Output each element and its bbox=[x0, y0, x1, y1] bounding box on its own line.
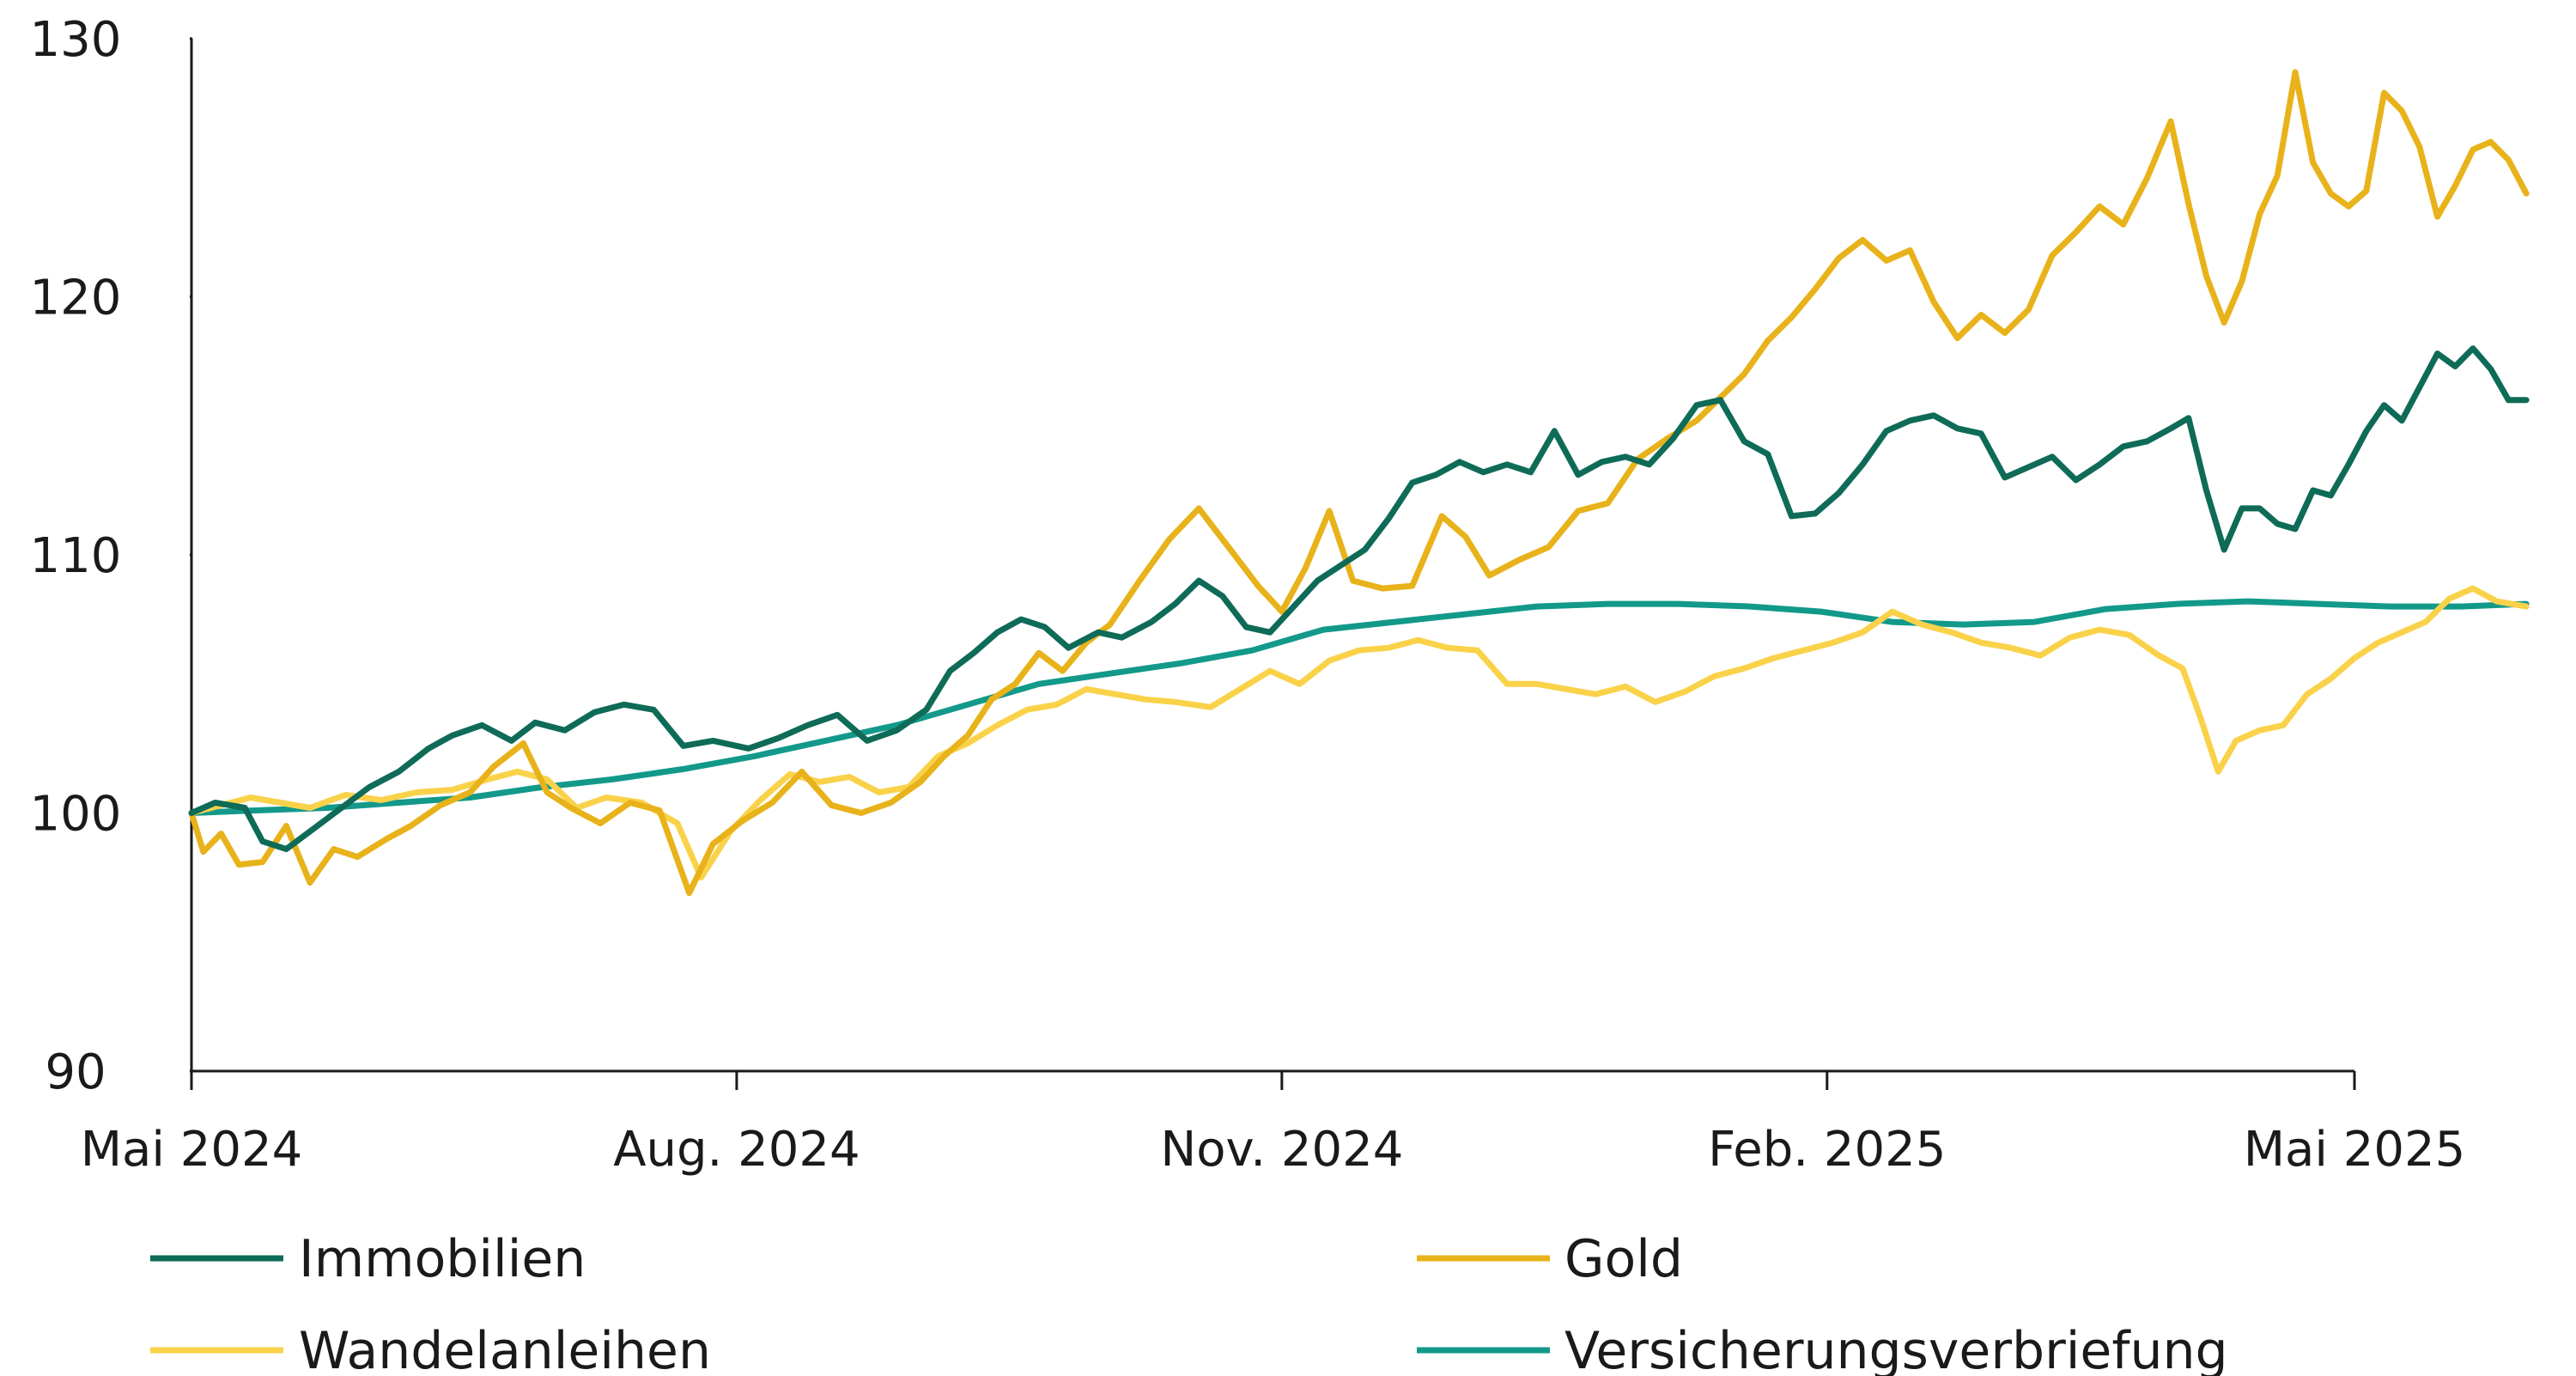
y-tick-label: 130 bbox=[30, 12, 122, 68]
y-tick-label: 90 bbox=[45, 1044, 106, 1100]
x-tick-label: Nov. 2024 bbox=[1160, 1122, 1403, 1178]
series-line-gold bbox=[188, 69, 2530, 897]
series-line-versicherungsverbriefung bbox=[188, 598, 2530, 816]
legend-label-wandelanleihen: Wandelanleihen bbox=[299, 1321, 711, 1376]
y-tick-label: 100 bbox=[30, 787, 122, 843]
x-tick-label: Mai 2024 bbox=[81, 1122, 303, 1178]
x-tick-label: Mai 2025 bbox=[2244, 1122, 2466, 1178]
x-tick-label: Aug. 2024 bbox=[613, 1122, 860, 1178]
y-tick-label: 110 bbox=[30, 528, 122, 584]
x-axis: Mai 2024 Aug. 2024 Nov. 2024 Feb. 2025 Mai 2… bbox=[81, 1069, 2466, 1178]
y-tick-label: 120 bbox=[30, 271, 122, 326]
y-axis: 90 100 110 120 130 bbox=[30, 12, 193, 1100]
legend-label-gold: Gold bbox=[1564, 1229, 1683, 1289]
series-layer bbox=[188, 69, 2530, 897]
legend-label-immobilien: Immobilien bbox=[299, 1229, 586, 1289]
series-line-immobilien bbox=[188, 345, 2530, 853]
x-tick-label: Feb. 2025 bbox=[1708, 1122, 1946, 1178]
series-line-wandelanleihen bbox=[188, 585, 2530, 881]
legend: Immobilien Gold Wandelanleihen Versicher… bbox=[150, 1229, 2228, 1376]
legend-label-versicherungsverbriefung: Versicherungsverbriefung bbox=[1564, 1321, 2228, 1376]
